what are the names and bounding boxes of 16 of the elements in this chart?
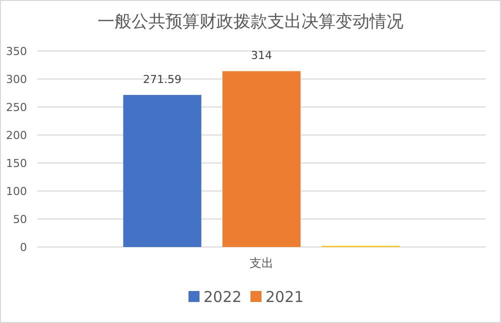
chart-title: 一般公共预算财政拨款支出决算变动情况 xyxy=(98,12,404,32)
legend-label: 2021 xyxy=(266,288,304,306)
bar xyxy=(222,71,301,247)
y-tick-label: 200 xyxy=(6,129,27,142)
y-tick-label: 100 xyxy=(6,185,27,198)
x-tick-label: 支出 xyxy=(250,256,274,270)
y-tick-label: 250 xyxy=(6,101,27,114)
y-tick-label: 150 xyxy=(6,157,27,170)
y-tick-label: 300 xyxy=(6,73,27,86)
legend-label: 2022 xyxy=(204,288,242,306)
y-tick-label: 0 xyxy=(20,241,27,254)
y-tick-label: 350 xyxy=(6,45,27,58)
bar xyxy=(123,94,202,247)
data-label: 314 xyxy=(251,49,272,62)
data-label: 271.59 xyxy=(143,72,182,86)
y-tick-label: 50 xyxy=(13,213,27,226)
